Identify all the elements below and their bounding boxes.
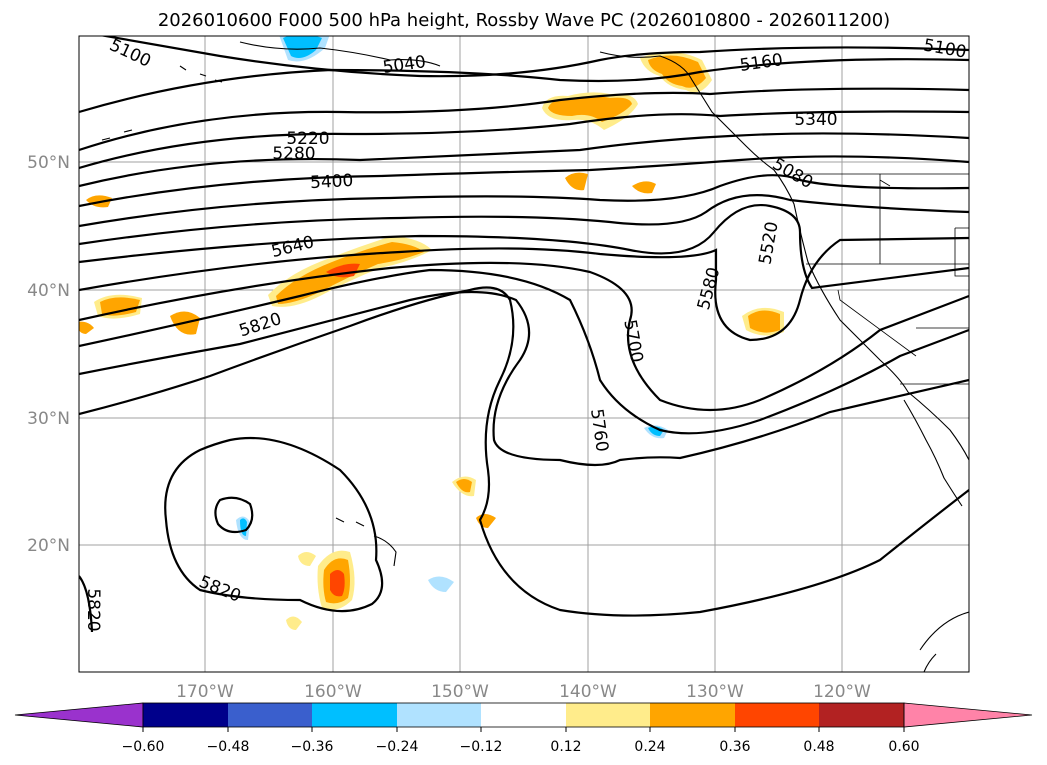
colorbar-extend-high (903, 702, 1033, 728)
gridlines (79, 36, 969, 672)
colorbar-segment (650, 703, 735, 727)
contour-line-5580 (79, 261, 969, 412)
colorbar-frame (142, 702, 905, 728)
colorbar: −0.60 −0.48 −0.36 −0.24 −0.12 0.12 0.24 … (14, 702, 1033, 755)
hawaiian-islands (335, 517, 397, 567)
lat-label-30n: 30°N (27, 409, 70, 429)
coastlines (101, 41, 969, 672)
contour-line-5700 (79, 268, 969, 435)
contour-label: 5820 (83, 588, 103, 631)
contour-line (79, 204, 969, 290)
contour-line (79, 155, 969, 208)
map-frame (78, 35, 970, 673)
contour-line (79, 132, 969, 188)
west-coast-north-america (599, 51, 969, 461)
colorbar-tick-label: 0.12 (550, 739, 581, 755)
contour-line (79, 110, 969, 170)
lon-label-140w: 140°W (559, 682, 617, 702)
colorbar-extend-low (14, 702, 144, 728)
contour-label: 5400 (310, 171, 354, 193)
positive-anomaly-patch (100, 297, 140, 316)
colorbar-segment (566, 703, 650, 727)
contour-line (79, 174, 969, 228)
map-panel: 5100 5040 5160 5100 5220 5280 5340 5400 … (78, 35, 970, 673)
colorbar-tick-label: −0.60 (122, 739, 165, 755)
anomaly-shading (79, 36, 784, 630)
political-borders (800, 173, 969, 385)
contour-line-5820-edge (79, 575, 94, 633)
longitude-labels: 170°W 160°W 150°W 140°W 130°W 120°W (176, 682, 871, 702)
contour-label: 5280 (272, 144, 315, 164)
lon-label-170w: 170°W (176, 682, 234, 702)
alaska-coast (239, 41, 441, 67)
colorbar-tick-label: 0.36 (719, 739, 750, 755)
figure-title: 2026010600 F000 500 hPa height, Rossby W… (158, 10, 890, 31)
positive-anomaly-patch (456, 479, 472, 493)
positive-anomaly-patch (748, 310, 780, 333)
colorbar-tick-label: −0.36 (291, 739, 334, 755)
lon-label-130w: 130°W (686, 682, 744, 702)
positive-anomaly-patch (79, 321, 94, 334)
colorbar-segment (228, 703, 312, 727)
lon-label-120w: 120°W (813, 682, 871, 702)
contour-line-5520 (79, 236, 969, 342)
contour-line-5820-closed (164, 436, 384, 613)
negative-anomaly-patch (428, 576, 454, 592)
negative-anomaly-patch (283, 36, 322, 58)
colorbar-tick-label: 0.60 (888, 739, 919, 755)
colorbar-tick-label: 0.24 (634, 739, 665, 755)
contour-label: 5340 (794, 110, 837, 130)
positive-anomaly-patch (286, 616, 302, 630)
colorbar-segment (397, 703, 481, 727)
colorbar-tick-label: −0.24 (376, 739, 419, 755)
colorbar-segment (481, 703, 566, 727)
latitude-labels: 50°N 40°N 30°N 20°N (27, 153, 70, 556)
lat-label-20n: 20°N (27, 536, 70, 556)
colorbar-segment (819, 703, 904, 727)
lon-label-160w: 160°W (304, 682, 362, 702)
lat-label-50n: 50°N (27, 153, 70, 173)
contour-line-closed-inner (214, 496, 254, 534)
contour-line (79, 87, 969, 152)
colorbar-tick-label: 0.48 (803, 739, 834, 755)
positive-anomaly-patch (632, 181, 656, 194)
colorbar-ticks: −0.60 −0.48 −0.36 −0.24 −0.12 0.12 0.24 … (122, 727, 920, 755)
positive-anomaly-patch (298, 552, 316, 566)
height-contours (79, 36, 969, 633)
positive-anomaly-patch (565, 172, 588, 191)
lon-label-150w: 150°W (431, 682, 489, 702)
positive-anomaly-patch (548, 96, 632, 122)
contour-label: 5220 (286, 129, 329, 149)
mexico-south-coast (919, 611, 969, 672)
positive-anomaly-patch (330, 570, 345, 597)
contour-line (99, 36, 969, 78)
colorbar-tick-label: −0.12 (460, 739, 503, 755)
colorbar-segment (312, 703, 397, 727)
colorbar-segment (143, 703, 228, 727)
contour-line (79, 194, 969, 246)
colorbar-tick-label: −0.48 (207, 739, 250, 755)
contour-line (79, 58, 969, 114)
baja-california (903, 399, 963, 507)
lat-label-40n: 40°N (27, 281, 70, 301)
state-borders (806, 174, 969, 357)
colorbar-segment (735, 703, 819, 727)
contour-line-5760 (79, 290, 969, 467)
contour-line-5820 (79, 286, 969, 617)
